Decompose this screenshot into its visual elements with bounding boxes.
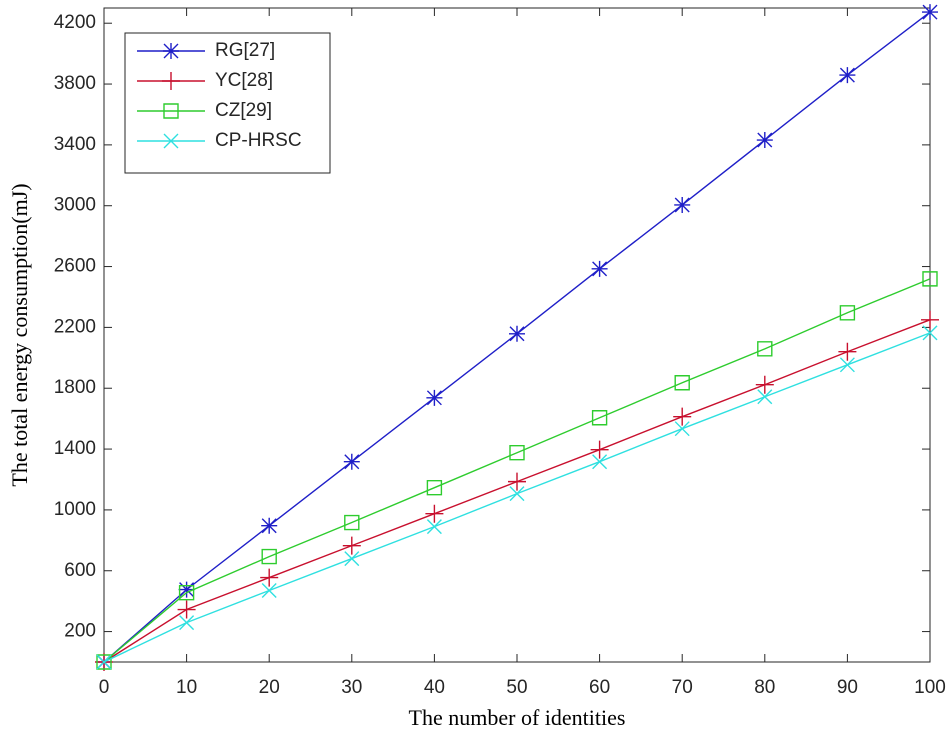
x-tick-label: 20 [259, 677, 280, 698]
x-tick-label: 30 [341, 677, 362, 698]
y-tick-label: 3800 [54, 73, 96, 94]
marker [508, 472, 526, 491]
y-tick-label: 1000 [54, 499, 96, 520]
marker [163, 43, 179, 59]
marker [922, 271, 938, 287]
marker [163, 133, 179, 149]
x-tick-label: 80 [754, 677, 775, 698]
y-tick-label: 4200 [54, 12, 96, 33]
marker [673, 407, 692, 426]
legend-box [124, 32, 331, 174]
marker [757, 389, 773, 405]
marker [344, 551, 360, 567]
marker [757, 341, 773, 357]
y-tick-label: 600 [64, 560, 96, 581]
marker [590, 440, 609, 459]
marker [426, 519, 442, 535]
marker [261, 548, 277, 565]
marker [674, 421, 690, 437]
marker [342, 536, 361, 555]
marker [163, 103, 179, 119]
x-axis-label: The number of identities [409, 705, 626, 730]
marker [96, 654, 112, 670]
marker [179, 615, 195, 631]
marker [839, 305, 856, 321]
marker [839, 357, 855, 373]
marker [838, 342, 857, 361]
marker [343, 453, 360, 470]
marker [425, 504, 444, 523]
marker [756, 132, 773, 149]
y-tick-label: 2200 [54, 316, 96, 337]
y-tick-label: 1400 [54, 438, 96, 459]
marker [674, 196, 691, 213]
legend-label: RG[27] [215, 40, 275, 61]
y-tick-label: 3400 [54, 134, 96, 155]
marker [922, 4, 938, 21]
legend-label: CP-HRSC [215, 130, 302, 151]
marker [591, 260, 608, 277]
marker [922, 325, 938, 341]
x-tick-label: 90 [837, 677, 858, 698]
marker [162, 72, 180, 90]
y-tick-label: 2600 [54, 256, 96, 277]
legend-label: YC[28] [215, 70, 273, 91]
marker [261, 583, 277, 599]
y-tick-label: 3000 [54, 195, 96, 216]
marker [921, 310, 939, 329]
marker [674, 375, 690, 391]
x-tick-label: 10 [176, 677, 197, 698]
series-line [103, 278, 931, 663]
marker [178, 581, 195, 598]
marker [260, 568, 279, 587]
marker [344, 514, 360, 531]
x-tick-label: 50 [506, 677, 527, 698]
marker [177, 600, 196, 619]
marker [426, 480, 443, 496]
marker [591, 410, 608, 426]
marker [839, 67, 856, 84]
x-tick-label: 70 [672, 677, 693, 698]
y-tick-label: 200 [64, 621, 96, 642]
x-tick-label: 0 [99, 677, 110, 698]
legend-label: CZ[29] [215, 100, 272, 121]
x-tick-label: 40 [424, 677, 445, 698]
marker [509, 445, 525, 461]
y-axis-label: The total energy consumption(mJ) [7, 183, 32, 486]
marker [592, 454, 608, 470]
marker [509, 486, 525, 502]
marker [261, 517, 278, 534]
x-tick-label: 100 [914, 677, 946, 698]
marker [509, 325, 525, 342]
marker [755, 375, 774, 394]
y-tick-label: 1800 [54, 377, 96, 398]
x-tick-label: 60 [589, 677, 610, 698]
marker [178, 584, 195, 601]
marker [426, 389, 443, 406]
